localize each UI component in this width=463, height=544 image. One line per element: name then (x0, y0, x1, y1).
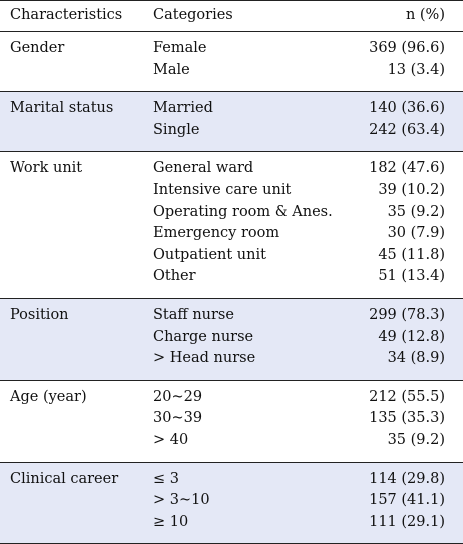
row-category: Female (153, 40, 206, 56)
header-n: n (%) (406, 7, 445, 23)
row-category: 20~29 (153, 389, 202, 405)
table-row: Single 242 (63.4) (0, 122, 463, 144)
row-count: 114 (29.8) (369, 471, 445, 487)
row-category: ≤ 3 (153, 471, 179, 487)
row-count: 299 (78.3) (369, 307, 445, 323)
table-row: Emergency room 30 (7.9) (0, 225, 463, 247)
row-category: Outpatient unit (153, 247, 266, 263)
row-category: Operating room & Anes. (153, 204, 333, 220)
table-row: ≥ 10 111 (29.1) (0, 514, 463, 536)
row-category: Staff nurse (153, 307, 234, 323)
table-row: Male 13 (3.4) (0, 62, 463, 84)
row-category: Intensive care unit (153, 182, 291, 198)
table-row: General ward 182 (47.6) (0, 160, 463, 182)
header-categories: Categories (153, 7, 233, 23)
table-row: ≤ 3 114 (29.8) (0, 471, 463, 493)
row-count: 369 (96.6) (369, 40, 445, 56)
row-count: 182 (47.6) (369, 160, 445, 176)
row-count: 140 (36.6) (369, 100, 445, 116)
row-count: 13 (3.4) (388, 62, 445, 78)
row-count: 34 (8.9) (388, 350, 445, 366)
table-row: 30~39 135 (35.3) (0, 410, 463, 432)
table-row: Staff nurse 299 (78.3) (0, 307, 463, 329)
row-count: 111 (29.1) (369, 514, 445, 530)
row-category: > 3~10 (153, 492, 210, 508)
table-row: Intensive care unit 39 (10.2) (0, 182, 463, 204)
row-count: 242 (63.4) (369, 122, 445, 138)
row-count: 49 (12.8) (378, 329, 445, 345)
row-count: 135 (35.3) (369, 410, 445, 426)
row-category: > Head nurse (153, 350, 255, 366)
row-category: Other (153, 268, 196, 284)
row-count: 35 (9.2) (388, 204, 445, 220)
row-category: Married (153, 100, 213, 116)
table-row: > 3~10 157 (41.1) (0, 492, 463, 514)
row-category: General ward (153, 160, 253, 176)
row-category: ≥ 10 (153, 514, 188, 530)
table-row: 20~29 212 (55.5) (0, 389, 463, 411)
table-row: Operating room & Anes. 35 (9.2) (0, 204, 463, 226)
table-row: > 40 35 (9.2) (0, 432, 463, 454)
row-category: 30~39 (153, 410, 202, 426)
row-count: 51 (13.4) (378, 268, 445, 284)
table-row: Other 51 (13.4) (0, 268, 463, 290)
table-header: Characteristics Categories n (%) (0, 0, 463, 32)
row-category: > 40 (153, 432, 188, 448)
row-count: 35 (9.2) (388, 432, 445, 448)
row-count: 212 (55.5) (369, 389, 445, 405)
row-category: Charge nurse (153, 329, 253, 345)
row-category: Male (153, 62, 190, 78)
row-count: 157 (41.1) (369, 492, 445, 508)
row-count: 39 (10.2) (378, 182, 445, 198)
table-row: Married 140 (36.6) (0, 100, 463, 122)
row-count: 45 (11.8) (378, 247, 445, 263)
row-count: 30 (7.9) (388, 225, 445, 241)
table-row: > Head nurse 34 (8.9) (0, 350, 463, 372)
header-characteristics: Characteristics (10, 7, 122, 23)
row-category: Single (153, 122, 199, 138)
table-row: Charge nurse 49 (12.8) (0, 329, 463, 351)
row-category: Emergency room (153, 225, 279, 241)
table-row: Outpatient unit 45 (11.8) (0, 247, 463, 269)
table-row: Female 369 (96.6) (0, 40, 463, 62)
